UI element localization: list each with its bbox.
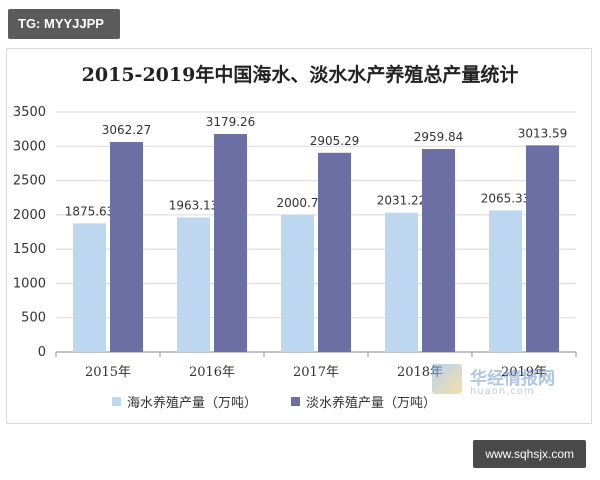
- data-label: 2905.29: [310, 134, 360, 148]
- bar-sea: [73, 223, 106, 352]
- bar-fresh: [318, 152, 351, 352]
- bar-sea: [385, 212, 418, 352]
- y-tick-label: 3500: [13, 105, 46, 120]
- chart-title: 2015-2019年中国海水、淡水水产养殖总产量统计: [81, 64, 519, 86]
- data-label: 3179.26: [206, 115, 256, 129]
- x-tick-label: 2016年: [189, 365, 235, 380]
- data-label: 2959.84: [414, 130, 464, 144]
- data-label: 2031.22: [377, 194, 427, 208]
- bar-fresh: [214, 133, 247, 352]
- data-label: 3013.59: [518, 126, 568, 140]
- legend-label-sea: 海水养殖产量（万吨）: [127, 396, 258, 411]
- y-tick-label: 500: [21, 311, 46, 326]
- watermark-name: 华经情报网: [470, 369, 555, 389]
- y-tick-label: 2500: [13, 174, 46, 189]
- data-label: 2065.33: [481, 191, 531, 205]
- tg-badge: TG: MYYJJPP: [8, 9, 120, 39]
- legend: 海水养殖产量（万吨） 淡水养殖产量（万吨）: [112, 392, 436, 411]
- legend-item-sea: 海水养殖产量（万吨）: [112, 392, 257, 411]
- legend-item-fresh: 淡水养殖产量（万吨）: [291, 392, 436, 411]
- data-label: 3062.27: [102, 123, 152, 137]
- y-tick-label: 1000: [13, 276, 46, 291]
- bar-sea: [489, 210, 522, 352]
- bar-fresh: [422, 149, 455, 352]
- data-label: 1875.63: [65, 204, 115, 218]
- watermark-logo-icon: [432, 364, 462, 394]
- y-tick-label: 3000: [13, 139, 46, 154]
- watermark-sub: huaon.com: [470, 386, 535, 397]
- y-tick-label: 0: [38, 345, 46, 360]
- y-tick-label: 1500: [13, 242, 46, 257]
- data-label: 1963.13: [169, 198, 219, 212]
- bar-sea: [177, 217, 210, 352]
- bar-sea: [281, 214, 314, 352]
- data-label: 2000.7: [277, 196, 319, 210]
- x-tick-label: 2018年: [397, 365, 443, 380]
- url-badge: www.sqhsjx.com: [473, 440, 586, 468]
- y-tick-label: 2000: [13, 208, 46, 223]
- x-tick-label: 2017年: [293, 365, 339, 380]
- x-tick-label: 2015年: [85, 365, 131, 380]
- bar-fresh: [526, 145, 559, 352]
- legend-label-fresh: 淡水养殖产量（万吨）: [306, 396, 437, 411]
- bar-fresh: [110, 142, 143, 352]
- legend-swatch-fresh: [291, 397, 301, 406]
- legend-swatch-sea: [112, 397, 121, 406]
- x-tick-label: 2019年: [501, 365, 547, 380]
